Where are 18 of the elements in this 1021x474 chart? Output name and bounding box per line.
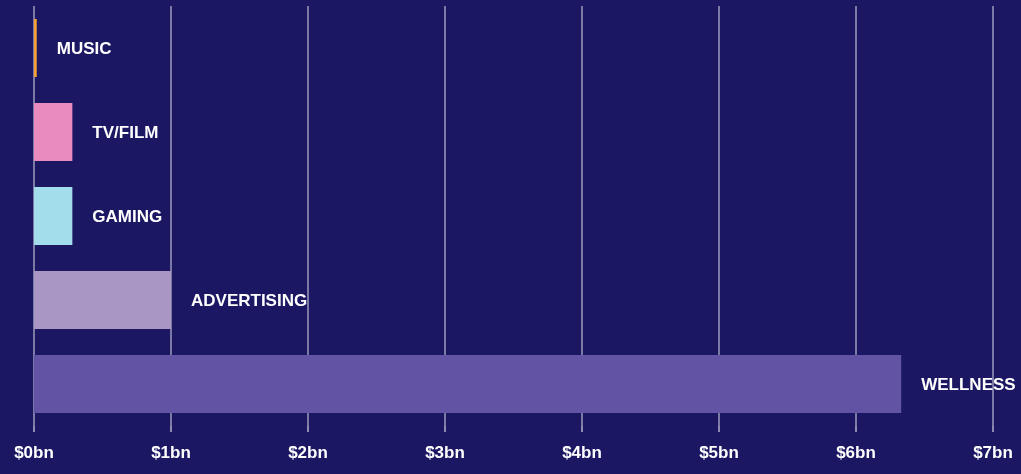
x-tick-label: $3bn	[425, 443, 465, 463]
bar	[34, 355, 902, 413]
y-tick-label: WELLNESS	[921, 374, 1016, 394]
x-tick-label: $1bn	[151, 443, 191, 463]
y-tick-label: ADVERTISING	[191, 290, 308, 310]
x-tick-label: $2bn	[288, 443, 328, 463]
x-tick-label: $6bn	[836, 443, 876, 463]
x-tick-label: $0bn	[14, 443, 54, 463]
y-tick-label: TV/FILM	[92, 122, 159, 142]
x-tick-label: $7bn	[973, 443, 1013, 463]
y-tick-label: GAMING	[92, 206, 163, 226]
x-tick-label: $5bn	[699, 443, 739, 463]
bar	[34, 187, 73, 245]
x-tick-label: $4bn	[562, 443, 602, 463]
bar	[34, 19, 37, 77]
bar	[34, 103, 73, 161]
y-tick-label: MUSIC	[56, 38, 112, 58]
bar	[34, 271, 171, 329]
